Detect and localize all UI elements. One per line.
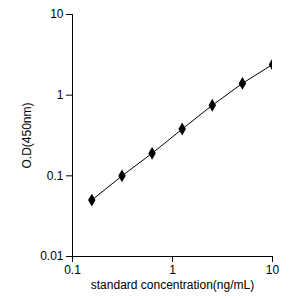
svg-text:0.01: 0.01 <box>40 249 64 263</box>
svg-text:0.1: 0.1 <box>47 169 64 183</box>
svg-text:10: 10 <box>266 263 280 277</box>
svg-text:standard concentration(ng/mL): standard concentration(ng/mL) <box>91 278 254 292</box>
svg-text:1: 1 <box>57 88 64 102</box>
svg-text:10: 10 <box>50 7 64 21</box>
svg-text:O.D(450nm): O.D(450nm) <box>20 102 34 168</box>
svg-text:1: 1 <box>169 263 176 277</box>
svg-text:0.1: 0.1 <box>64 263 81 277</box>
